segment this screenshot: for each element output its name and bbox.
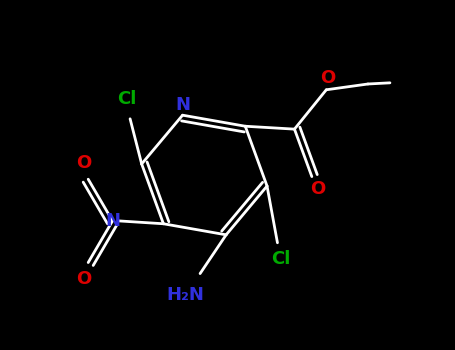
Text: Cl: Cl: [117, 90, 137, 107]
Text: O: O: [76, 154, 91, 172]
Text: O: O: [76, 270, 91, 288]
Text: O: O: [320, 69, 335, 87]
Text: O: O: [310, 180, 325, 198]
Text: Cl: Cl: [271, 250, 290, 268]
Text: N: N: [175, 96, 190, 114]
Text: H₂N: H₂N: [167, 286, 205, 304]
Text: N: N: [105, 212, 120, 230]
